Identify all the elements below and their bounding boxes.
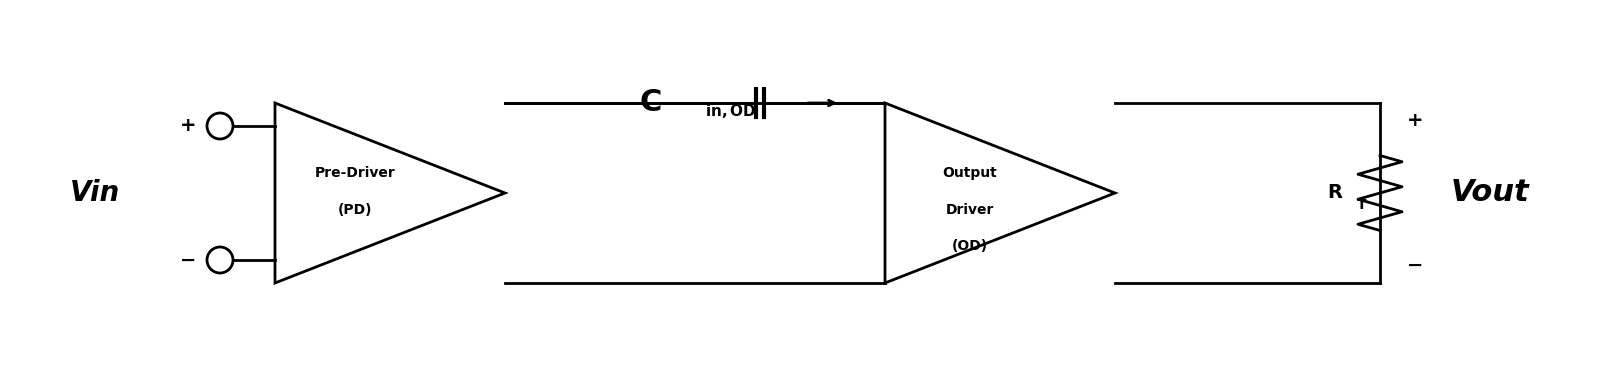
Text: Driver: Driver: [946, 203, 994, 217]
Text: (OD): (OD): [951, 239, 988, 253]
Text: $\mathbf{C}$: $\mathbf{C}$: [639, 88, 660, 118]
Text: +: +: [179, 116, 197, 135]
Text: −: −: [1406, 256, 1422, 274]
Text: Vout: Vout: [1449, 178, 1528, 208]
Text: R: R: [1327, 184, 1341, 203]
Text: T: T: [1356, 198, 1365, 212]
Text: +: +: [1406, 111, 1422, 130]
Text: Pre-Driver: Pre-Driver: [315, 166, 395, 180]
Text: $\mathbf{in,OD}$: $\mathbf{in,OD}$: [705, 102, 757, 120]
Text: Vin: Vin: [69, 179, 119, 207]
Text: (PD): (PD): [337, 203, 371, 217]
Text: Output: Output: [943, 166, 997, 180]
Text: −: −: [179, 251, 195, 270]
